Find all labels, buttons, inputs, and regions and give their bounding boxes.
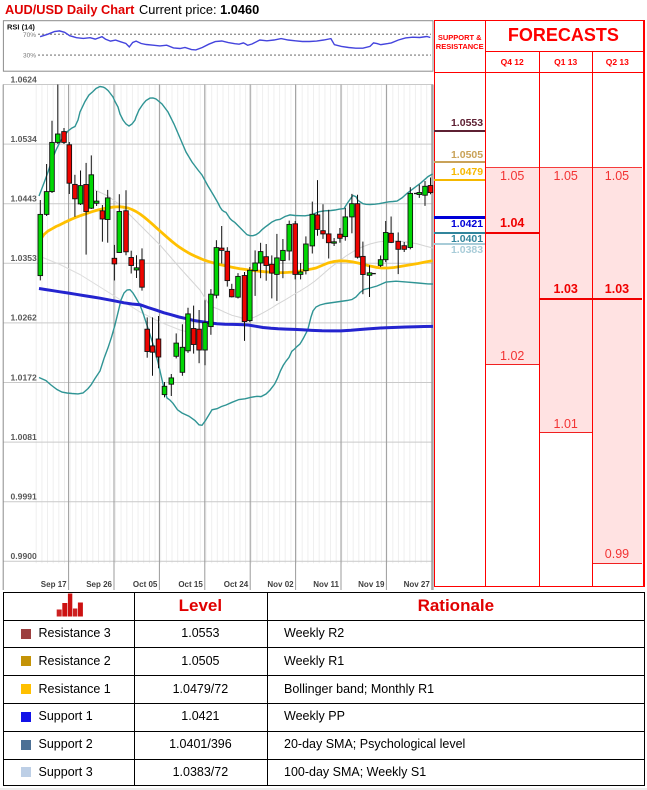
svg-text:Oct 15: Oct 15 (178, 580, 203, 589)
svg-text:1.0353: 1.0353 (11, 253, 38, 263)
svg-text:Sep 17: Sep 17 (41, 580, 67, 589)
svg-text:RSI (14): RSI (14) (7, 23, 35, 32)
svg-text:1.0443: 1.0443 (11, 194, 38, 204)
svg-text:30%: 30% (23, 53, 36, 60)
svg-text:Nov 27: Nov 27 (404, 580, 431, 589)
svg-text:Oct 05: Oct 05 (133, 580, 158, 589)
svg-text:1.0262: 1.0262 (11, 313, 38, 323)
svg-text:Nov 11: Nov 11 (313, 580, 339, 589)
svg-text:0.9991: 0.9991 (11, 492, 38, 502)
svg-text:70%: 70% (23, 32, 36, 39)
svg-text:1.0081: 1.0081 (11, 432, 38, 442)
svg-text:Nov 02: Nov 02 (267, 580, 294, 589)
svg-text:Oct 24: Oct 24 (224, 580, 249, 589)
svg-text:1.0534: 1.0534 (11, 134, 38, 144)
svg-text:0.9900: 0.9900 (11, 551, 38, 561)
svg-text:1.0624: 1.0624 (11, 75, 38, 84)
svg-text:Sep 26: Sep 26 (86, 580, 112, 589)
svg-text:Nov 19: Nov 19 (358, 580, 385, 589)
svg-text:1.0172: 1.0172 (11, 372, 38, 382)
